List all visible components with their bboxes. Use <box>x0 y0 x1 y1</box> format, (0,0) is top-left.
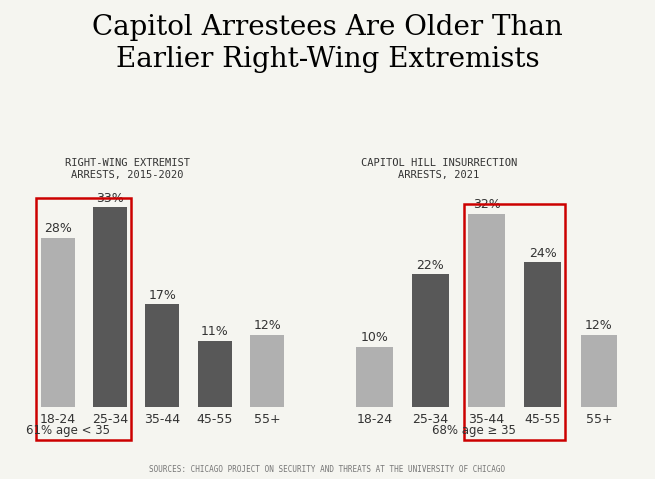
Bar <box>464 205 565 440</box>
Text: 61% age < 35: 61% age < 35 <box>26 424 110 437</box>
Text: 22%: 22% <box>417 259 444 272</box>
Bar <box>37 198 131 440</box>
Text: 12%: 12% <box>585 319 612 332</box>
Bar <box>468 214 505 407</box>
Text: CAPITOL HILL INSURRECTION
ARRESTS, 2021: CAPITOL HILL INSURRECTION ARRESTS, 2021 <box>361 158 517 180</box>
Text: 10%: 10% <box>360 331 388 344</box>
Text: SOURCES: CHICAGO PROJECT ON SECURITY AND THREATS AT THE UNIVERSITY OF CHICAGO: SOURCES: CHICAGO PROJECT ON SECURITY AND… <box>149 465 506 474</box>
Text: 68% age ≥ 35: 68% age ≥ 35 <box>432 424 516 437</box>
Bar <box>412 274 449 407</box>
Text: 12%: 12% <box>253 319 281 332</box>
Bar <box>41 238 75 407</box>
Text: 17%: 17% <box>149 289 176 302</box>
Text: 24%: 24% <box>529 247 557 260</box>
Text: 11%: 11% <box>201 325 229 338</box>
Bar <box>580 334 617 407</box>
Text: Capitol Arrestees Are Older Than
Earlier Right-Wing Extremists: Capitol Arrestees Are Older Than Earlier… <box>92 14 563 73</box>
Text: 28%: 28% <box>44 222 71 235</box>
Bar <box>250 334 284 407</box>
Text: 32%: 32% <box>473 198 500 211</box>
Bar <box>93 207 127 407</box>
Bar <box>525 262 561 407</box>
Text: RIGHT-WING EXTREMIST
ARRESTS, 2015-2020: RIGHT-WING EXTREMIST ARRESTS, 2015-2020 <box>66 158 190 180</box>
Bar <box>356 347 392 407</box>
Text: 33%: 33% <box>96 192 124 205</box>
Bar <box>145 304 179 407</box>
Bar <box>198 341 232 407</box>
